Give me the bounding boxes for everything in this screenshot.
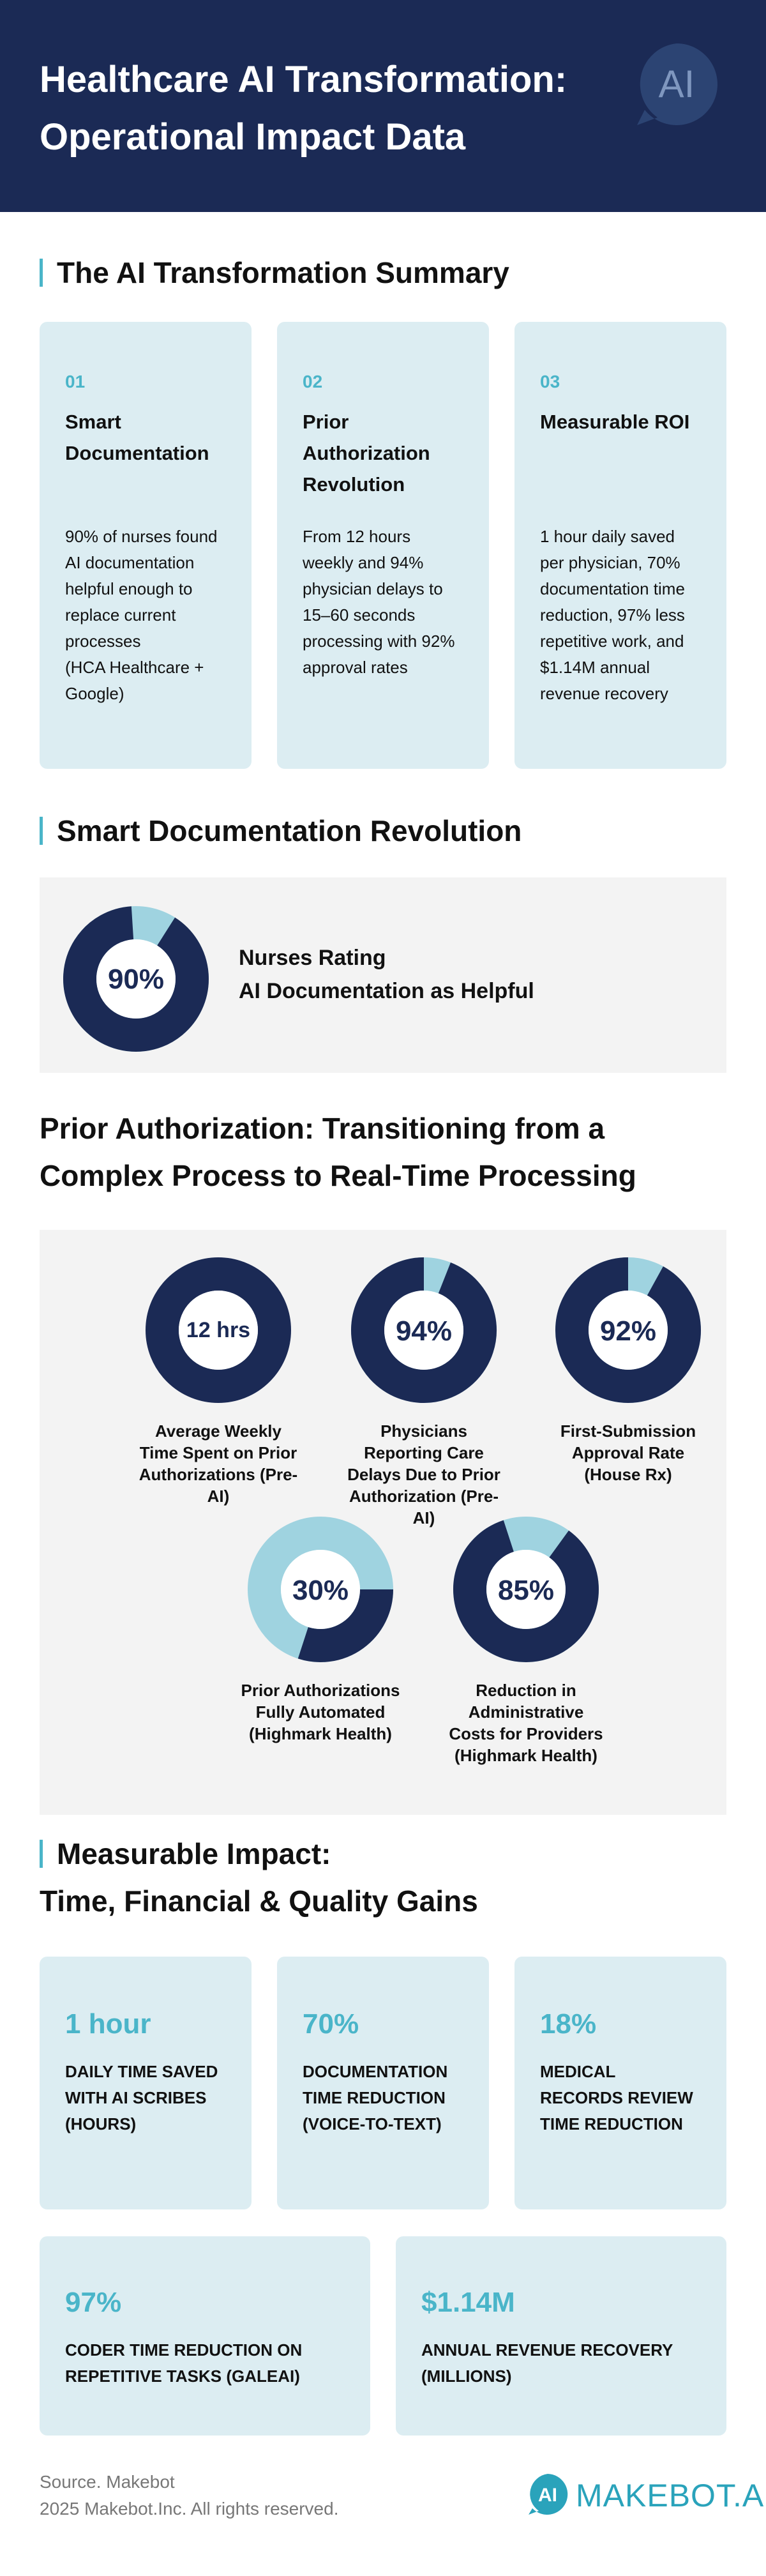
impact-card-value: 70% [303,2008,359,2040]
summary-card-title: Prior Authorization Revolution [303,411,430,496]
heading-accent-bar [40,1840,43,1868]
makebot-brand-name: MAKEBOT.AI [576,2478,766,2513]
donut-center [96,939,176,1019]
impact-card: 97% CODER TIME REDUCTION ON REPETITIVE T… [40,2236,370,2436]
prior-auth-stat: 12 hrs Average Weekly Time Spent on Prio… [135,1257,301,1507]
impact-card-label: DAILY TIME SAVED WITH AI SCRIBES (HOURS) [65,2062,218,2133]
impact-card-label: CODER TIME REDUCTION ON REPETITIVE TASKS… [65,2340,303,2386]
summary-card: 03 Measurable ROI 1 hour daily saved per… [514,322,726,769]
prior-auth-heading-line: Prior Authorization: Transitioning from … [40,1112,605,1145]
heading-accent-bar [40,259,43,287]
prior-auth-donut: 94% [351,1257,497,1403]
donut-value-arc [146,1257,291,1403]
donut-value-arc [63,906,209,1052]
prior-auth-stat-label: Reduction in Administrative Costs for Pr… [449,1681,603,1765]
documentation-heading: Smart Documentation Revolution [40,808,522,853]
donut-value-arc [453,1520,599,1662]
donut-center [589,1291,668,1370]
impact-card: 70% DOCUMENTATION TIME REDUCTION (VOICE-… [277,1957,489,2209]
summary-card-number: 01 [65,372,86,391]
summary-card-title: Smart Documentation [65,411,209,464]
summary-card-description: 1 hour daily saved per physician, 70% do… [540,527,685,703]
impact-card-value: 18% [540,2008,597,2040]
heading-accent-bar [40,817,43,845]
prior-auth-stat: 94% Physicians Reporting Care Delays Due… [341,1257,507,1529]
prior-auth-panel: 12 hrs Average Weekly Time Spent on Prio… [40,1230,726,1815]
prior-auth-stat-label: Physicians Reporting Care Delays Due to … [347,1421,500,1527]
impact-heading: Measurable Impact: Time, Financial & Qua… [40,1830,478,1925]
prior-auth-heading-line: Complex Process to Real-Time Processing [40,1159,636,1192]
prior-auth-stat-label: Average Weekly Time Spent on Prior Autho… [139,1421,298,1506]
documentation-panel: 90% Nurses Rating AI Documentation as He… [40,877,726,1073]
donut-value-arc [555,1257,701,1403]
prior-auth-stat-label: First-Submission Approval Rate (House Rx… [560,1421,696,1484]
documentation-caption: Nurses Rating AI Documentation as Helpfu… [239,941,534,1008]
donut-center [384,1291,463,1370]
donut-center [179,1291,258,1370]
footer-source: Source. Makebot [40,2472,175,2492]
donut-value-arc [297,1589,393,1662]
donut-center [281,1550,360,1629]
donut-center [486,1550,566,1629]
summary-card: 01 Smart Documentation 90% of nurses fou… [40,322,252,769]
impact-card-label: ANNUAL REVENUE RECOVERY (MILLIONS) [421,2340,673,2386]
makebot-logo-mark-text: AI [538,2485,557,2506]
impact-card: 1 hour DAILY TIME SAVED WITH AI SCRIBES … [40,1957,252,2209]
donut-value: 94% [396,1315,452,1347]
prior-auth-stat: 85% Reduction in Administrative Costs fo… [443,1516,609,1766]
impact-card: $1.14M ANNUAL REVENUE RECOVERY (MILLIONS… [396,2236,726,2436]
prior-auth-stat: 30% Prior Authorizations Fully Automated… [237,1516,403,1745]
impact-heading-text: Measurable Impact: [57,1837,331,1870]
donut-value: 12 hrs [186,1318,250,1342]
ai-speech-bubble-icon: AI [637,43,717,125]
impact-card-value: 97% [65,2287,122,2318]
donut-value-arc [351,1257,497,1403]
donut-value: 92% [600,1315,656,1347]
donut-value: 90% [108,964,164,995]
impact-heading-line: Time, Financial & Quality Gains [40,1884,478,1918]
impact-card-label: DOCUMENTATION TIME REDUCTION (VOICE-TO-T… [303,2062,448,2133]
prior-auth-donut: 30% [248,1517,393,1662]
prior-auth-donut: 12 hrs [146,1257,291,1403]
donut-value: 30% [292,1575,349,1606]
prior-auth-donut: 92% [555,1257,701,1403]
prior-auth-stat: 92% First-Submission Approval Rate (Hous… [545,1257,711,1485]
nurses-rating-donut: 90% [63,906,209,1052]
impact-card-label: MEDICAL RECORDS REVIEW TIME REDUCTION [540,2062,693,2133]
summary-heading-text: The AI Transformation Summary [57,256,509,289]
documentation-caption-line: AI Documentation as Helpful [239,979,534,1003]
summary-heading: The AI Transformation Summary [40,250,509,295]
makebot-logo: AI MAKEBOT.AI [526,2470,766,2521]
prior-auth-stat-label: Prior Authorizations Fully Automated (Hi… [241,1681,400,1743]
header-banner: Healthcare AI Transformation: Operationa… [0,0,766,212]
summary-card-description: From 12 hours weekly and 94% physician d… [303,527,455,677]
prior-auth-heading: Prior Authorization: Transitioning from … [40,1105,636,1199]
summary-card-number: 02 [303,372,323,391]
summary-card-title: Measurable ROI [540,411,690,433]
summary-card-number: 03 [540,372,560,391]
donut-value: 85% [498,1575,554,1606]
impact-card-value: 1 hour [65,2008,151,2040]
summary-card: 02 Prior Authorization Revolution From 1… [277,322,489,769]
prior-auth-donut: 85% [453,1517,599,1662]
footer-credits: Source. Makebot 2025 Makebot.Inc. All ri… [40,2469,338,2522]
documentation-caption-line: Nurses Rating [239,946,386,970]
impact-card-value: $1.14M [421,2287,515,2318]
documentation-heading-text: Smart Documentation Revolution [57,814,522,847]
footer-copyright: 2025 Makebot.Inc. All rights reserved. [40,2499,339,2519]
makebot-logo-icon: AI [529,2474,568,2515]
header-logo-text: AI [659,63,695,105]
page-title: Healthcare AI Transformation: Operationa… [40,59,567,158]
impact-heading-line: Measurable Impact: [40,1830,478,1877]
impact-card: 18% MEDICAL RECORDS REVIEW TIME REDUCTIO… [514,1957,726,2209]
summary-card-description: 90% of nurses found AI documentation hel… [65,527,218,703]
